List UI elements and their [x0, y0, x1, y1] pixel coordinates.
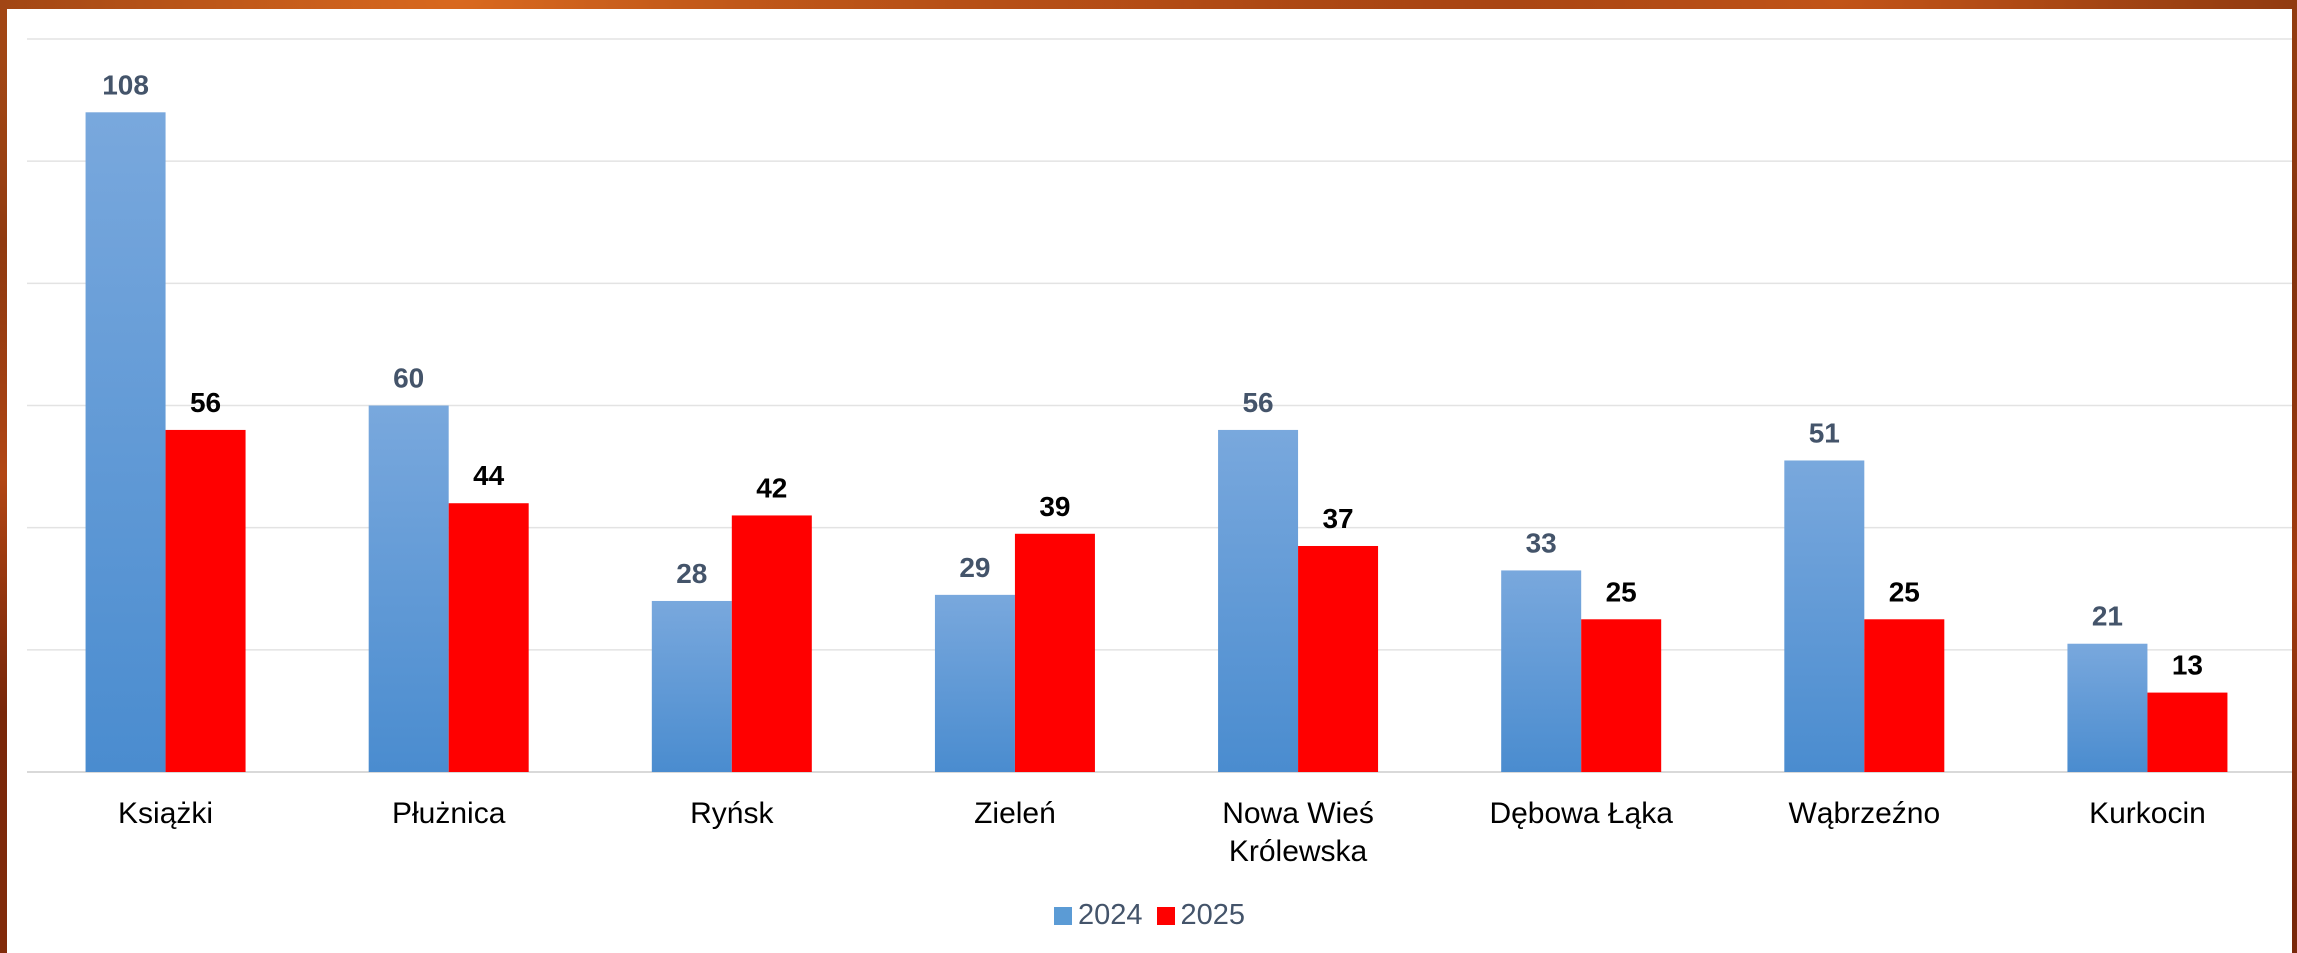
category-label-5: Dębowa Łąka [1489, 797, 1673, 830]
bar-2025-4 [1298, 545, 1379, 772]
data-label-2024-7: 21 [2092, 601, 2123, 632]
data-label-2025-7: 13 [2172, 650, 2203, 681]
data-label-2025-2: 42 [756, 472, 787, 503]
category-label-6: Wąbrzeźno [1788, 797, 1940, 830]
bar-2024-6 [1784, 460, 1865, 772]
data-label-2025-3: 39 [1039, 491, 1070, 522]
category-label-4-line2: Królewska [1229, 835, 1368, 868]
bar-2025-5 [1581, 619, 1662, 772]
category-label-2: Ryńsk [690, 797, 774, 830]
chart-panel: 108 56 60 44 28 42 29 39 56 37 33 25 51 25 21 13 Książk… [7, 9, 2292, 953]
data-label-2024-6: 51 [1809, 417, 1840, 448]
category-label-1: Płużnica [392, 797, 506, 830]
bar-2024-0 [85, 112, 166, 773]
bar-2025-3 [1014, 533, 1095, 772]
data-label-2025-4: 37 [1322, 503, 1353, 534]
bar-2024-2 [651, 600, 732, 772]
data-label-2025-1: 44 [473, 460, 505, 491]
bar-2025-2 [731, 515, 812, 772]
data-label-2024-1: 60 [393, 363, 424, 394]
data-label-2024-4: 56 [1242, 387, 1273, 418]
bar-chart: 108 56 60 44 28 42 29 39 56 37 33 25 51 25 21 13 Książk… [27, 38, 2292, 868]
bars [85, 112, 2228, 773]
data-label-2024-0: 108 [102, 69, 149, 100]
legend-label-2024: 2024 [1077, 899, 1143, 931]
category-label-4: Nowa Wieś [1222, 797, 1374, 830]
category-label-7: Kurkocin [2089, 797, 2206, 830]
data-label-2025-0: 56 [190, 387, 221, 418]
bar-2024-5 [1501, 570, 1582, 772]
data-label-2025-6: 25 [1889, 576, 1920, 607]
data-label-2025-5: 25 [1606, 576, 1637, 607]
bar-2025-0 [165, 429, 246, 772]
legend-item-2025: 2025 [1156, 899, 1246, 932]
bar-2024-4 [1218, 429, 1299, 772]
data-labels: 108 56 60 44 28 42 29 39 56 37 33 25 51 25 21 13 [102, 69, 2203, 680]
bar-2024-7 [2067, 643, 2148, 772]
legend-swatch-2024 [1053, 906, 1072, 925]
data-label-2024-5: 33 [1526, 527, 1557, 558]
category-tick-labels: Książki Płużnica Ryńsk Zieleń Nowa Wieś Króle… [118, 797, 2206, 868]
legend-swatch-2025 [1156, 906, 1175, 925]
legend: 2024 2025 [7, 899, 2292, 932]
category-label-0: Książki [118, 797, 213, 830]
data-label-2024-3: 29 [959, 552, 990, 583]
bar-2025-6 [1864, 619, 1945, 772]
bar-2025-1 [448, 503, 529, 772]
bar-2025-7 [2147, 692, 2228, 772]
data-label-2024-2: 28 [676, 558, 707, 589]
gridlines [27, 38, 2292, 773]
bar-2024-3 [934, 594, 1015, 772]
legend-item-2024: 2024 [1053, 899, 1143, 932]
legend-label-2025: 2025 [1180, 899, 1246, 931]
bar-2024-1 [368, 405, 449, 772]
category-label-3: Zieleń [974, 797, 1056, 830]
